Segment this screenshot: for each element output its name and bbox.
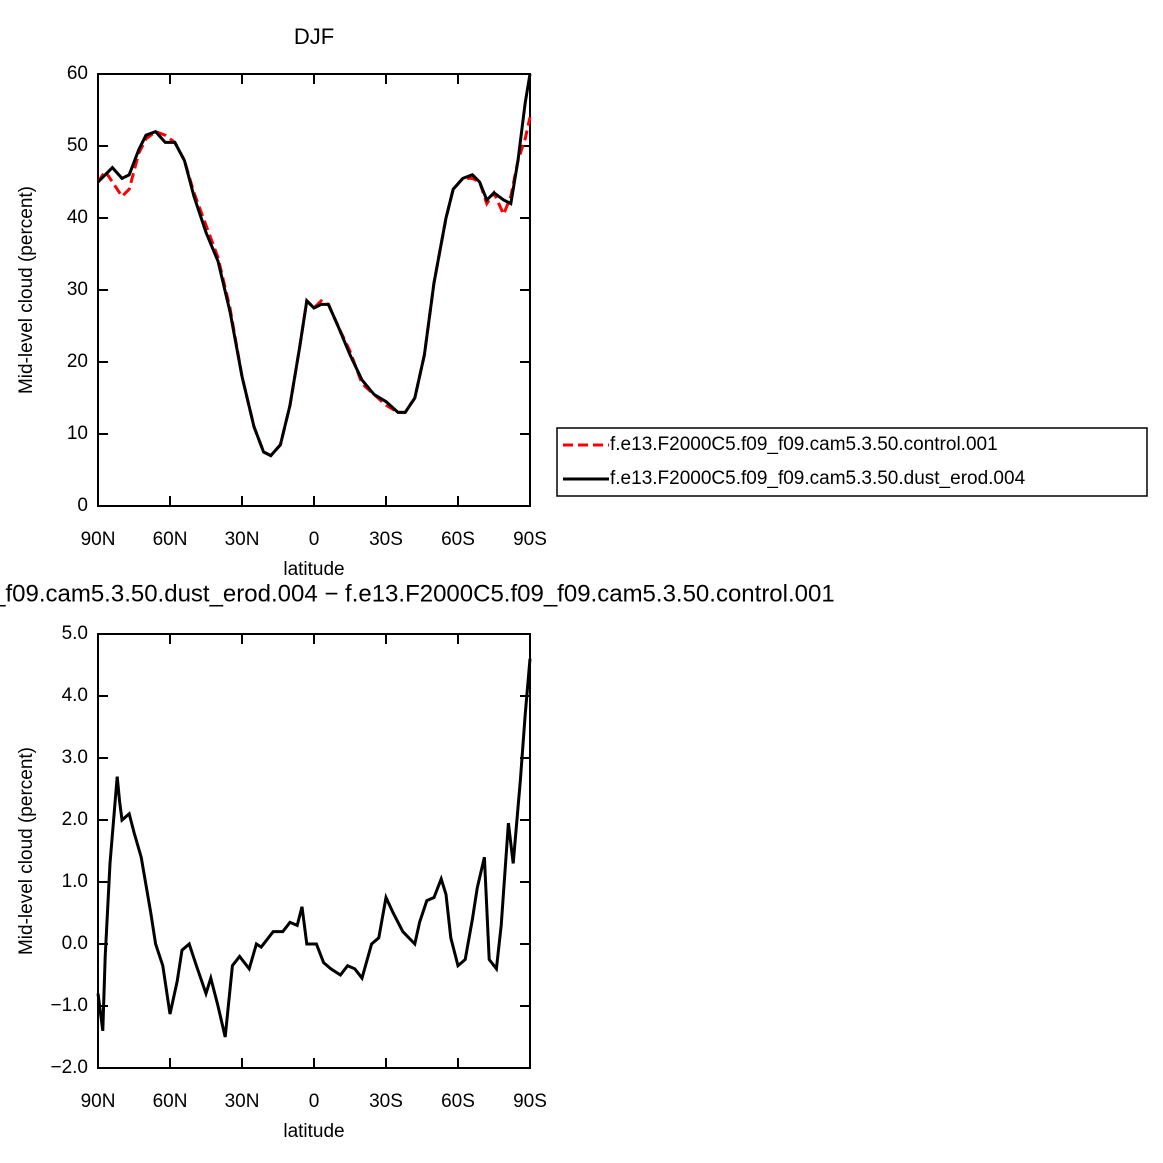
x-tick-label: 30N <box>225 1091 260 1112</box>
x-axis-label: latitude <box>283 1121 344 1142</box>
x-tick-label: 90N <box>81 1091 116 1112</box>
y-axis-label: Mid-level cloud (percent) <box>16 186 37 394</box>
x-axis-label: latitude <box>283 559 344 580</box>
x-tick-label: 0 <box>309 529 320 550</box>
data-line <box>96 116 532 458</box>
data-line <box>96 73 532 458</box>
x-tick-label: 0 <box>309 1091 320 1112</box>
legend-label: f.e13.F2000C5.f09_f09.cam5.3.50.control.… <box>610 434 998 455</box>
x-tick-label: 60S <box>441 1091 475 1112</box>
x-tick-label: 30S <box>369 1091 403 1112</box>
y-tick-label: −1.0 <box>50 995 88 1016</box>
y-tick-label: 1.0 <box>62 871 88 892</box>
y-tick-label: 10 <box>67 423 88 444</box>
x-tick-label: 90N <box>81 529 116 550</box>
chart-title: DJF <box>294 24 334 49</box>
y-tick-label: 40 <box>67 207 88 228</box>
y-axis-label: Mid-level cloud (percent) <box>16 747 37 955</box>
y-tick-label: 20 <box>67 351 88 372</box>
y-tick-label: 5.0 <box>62 623 88 644</box>
y-tick-label: 30 <box>67 279 88 300</box>
data-line <box>96 658 532 1038</box>
x-tick-label: 60S <box>441 529 475 550</box>
y-tick-label: 0 <box>77 495 88 516</box>
y-tick-label: −2.0 <box>50 1057 88 1078</box>
x-tick-label: 60N <box>153 529 188 550</box>
x-tick-label: 90S <box>513 1091 547 1112</box>
x-tick-label: 90S <box>513 529 547 550</box>
y-tick-label: 0.0 <box>62 933 88 954</box>
legend-label: f.e13.F2000C5.f09_f09.cam5.3.50.dust_ero… <box>610 468 1026 489</box>
plot-frame <box>97 633 531 1069</box>
x-tick-label: 30S <box>369 529 403 550</box>
y-tick-label: 60 <box>67 63 88 84</box>
x-tick-label: 60N <box>153 1091 188 1112</box>
y-tick-label: 4.0 <box>62 685 88 706</box>
y-tick-label: 2.0 <box>62 809 88 830</box>
x-tick-label: 30N <box>225 529 260 550</box>
y-tick-label: 3.0 <box>62 747 88 768</box>
y-tick-label: 50 <box>67 135 88 156</box>
chart-title: f.e13.F2000C5.f09_f09.cam5.3.50.dust_ero… <box>0 580 835 607</box>
legend-box <box>556 427 1148 497</box>
